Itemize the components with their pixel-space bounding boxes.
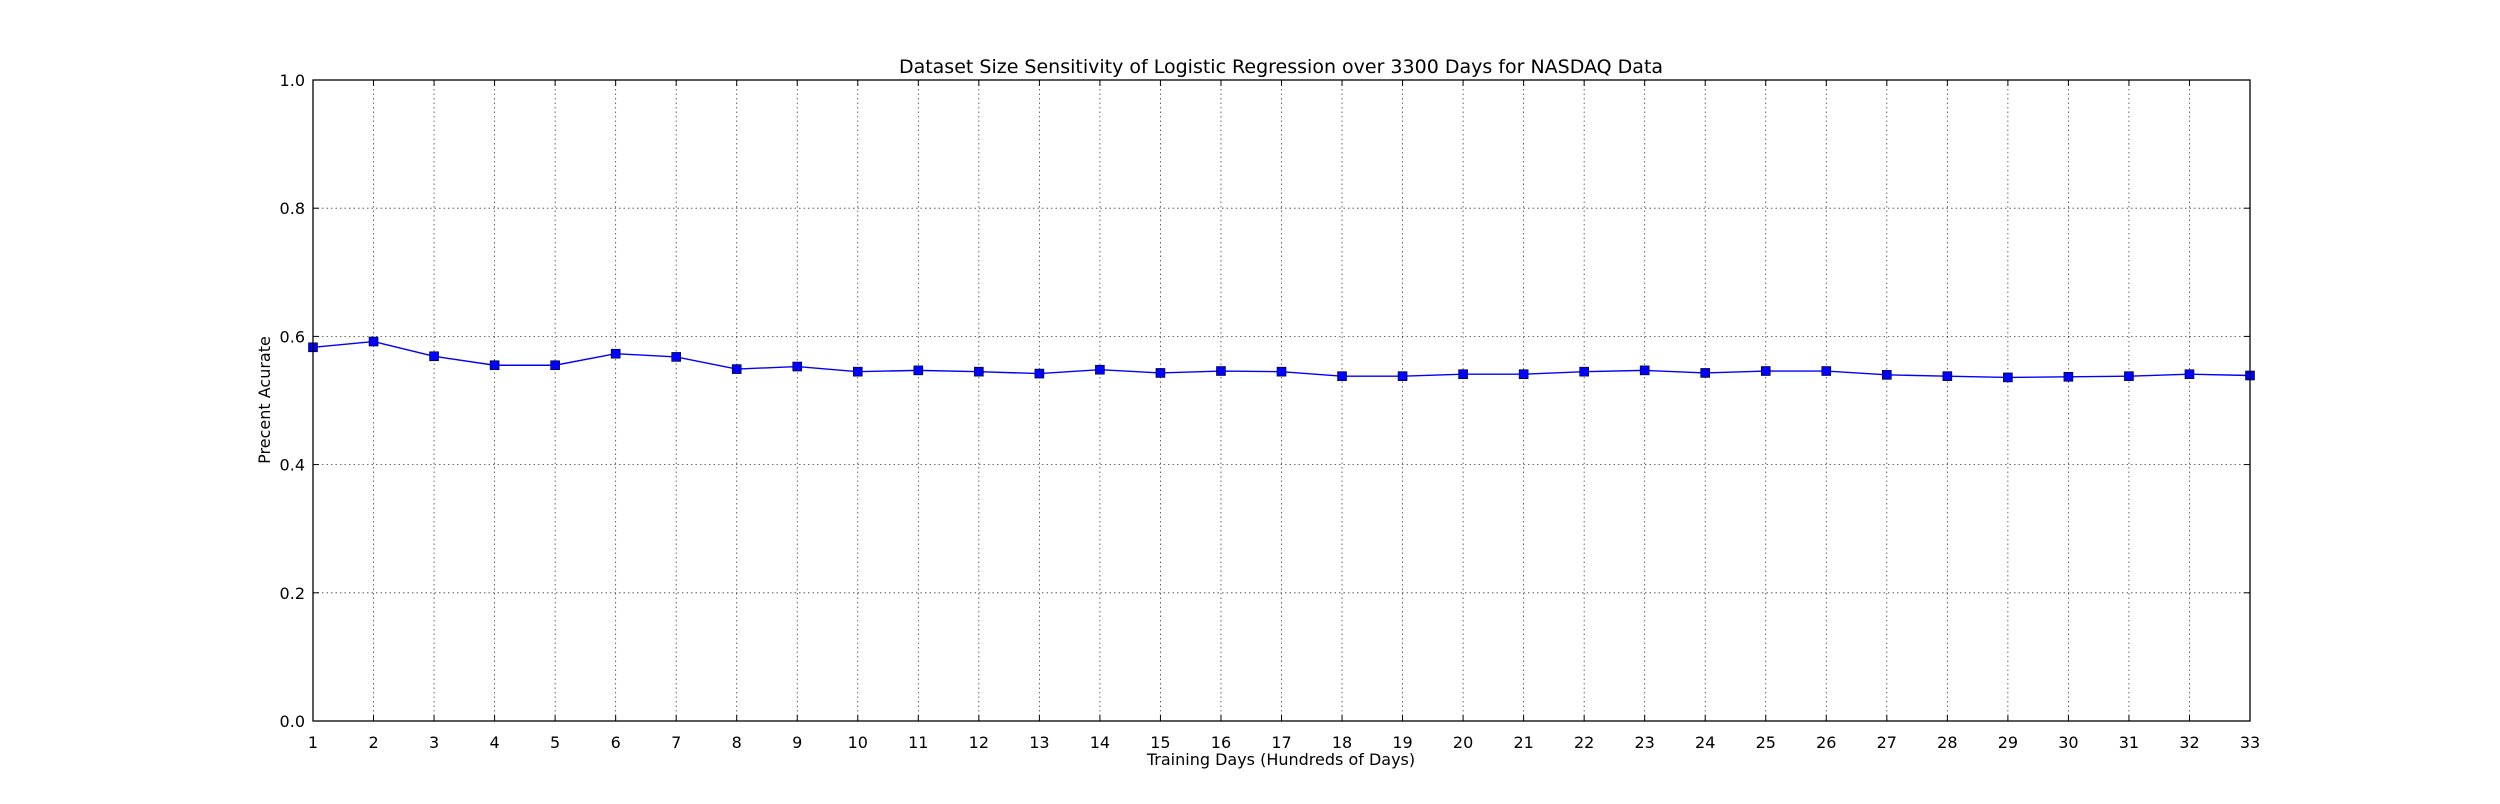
data-point-marker xyxy=(429,351,439,362)
data-point-marker xyxy=(1216,366,1226,376)
data-point-marker xyxy=(1518,369,1529,380)
x-tick-label: 9 xyxy=(792,733,802,752)
x-tick-label: 25 xyxy=(1756,733,1776,752)
x-tick-label: 21 xyxy=(1513,733,1533,752)
data-point-marker xyxy=(1760,366,1771,376)
data-point-marker xyxy=(1700,368,1711,378)
x-tick-label: 26 xyxy=(1816,733,1836,752)
x-tick-label: 28 xyxy=(1937,733,1957,752)
x-tick-label: 27 xyxy=(1877,733,1897,752)
x-tick-label: 1 xyxy=(308,733,318,752)
data-point-marker xyxy=(1882,370,1892,380)
series-layer xyxy=(308,336,2255,383)
data-point-marker xyxy=(974,366,984,377)
data-point-marker xyxy=(2063,371,2074,382)
y-tick-label: 0.4 xyxy=(280,456,305,475)
y-tick-label: 0.6 xyxy=(280,327,305,346)
data-point-marker xyxy=(2124,371,2134,381)
x-tick-label: 33 xyxy=(2240,733,2260,752)
x-tick-label: 3 xyxy=(429,733,439,752)
x-tick-label: 10 xyxy=(848,733,868,752)
data-point-marker xyxy=(610,348,621,359)
data-point-marker xyxy=(1397,371,1408,381)
y-tick-label: 0.8 xyxy=(280,199,305,218)
data-point-marker xyxy=(550,360,560,371)
data-point-marker xyxy=(792,361,803,372)
y-axis-label: Precent Acurate xyxy=(255,336,274,464)
x-tick-label: 15 xyxy=(1150,733,1170,752)
x-tick-label: 8 xyxy=(732,733,742,752)
data-point-marker xyxy=(1337,371,1347,381)
x-axis-label: Training Days (Hundreds of Days) xyxy=(1146,750,1415,769)
x-tick-label: 7 xyxy=(671,733,681,752)
x-tick-label: 31 xyxy=(2119,733,2139,752)
data-point-marker xyxy=(1458,369,1468,380)
x-tick-label: 11 xyxy=(908,733,928,752)
x-tick-label: 22 xyxy=(1574,733,1594,752)
x-tick-label: 6 xyxy=(611,733,621,752)
data-point-marker xyxy=(1034,368,1045,379)
data-point-marker xyxy=(489,360,500,371)
data-point-marker xyxy=(852,366,863,377)
data-point-marker xyxy=(368,336,379,347)
data-point-marker xyxy=(1276,366,1287,377)
x-tick-label: 24 xyxy=(1695,733,1715,752)
x-tick-label: 12 xyxy=(969,733,989,752)
data-point-marker xyxy=(1639,365,1650,376)
data-point-marker xyxy=(671,352,681,362)
x-tick-label: 19 xyxy=(1392,733,1412,752)
data-point-marker xyxy=(1095,364,1105,375)
x-tick-label: 32 xyxy=(2179,733,2199,752)
x-tick-label: 29 xyxy=(1998,733,2018,752)
x-tick-label: 2 xyxy=(368,733,378,752)
grid-lines xyxy=(312,79,2251,722)
y-tick-label: 0.2 xyxy=(280,584,305,603)
x-tick-label: 4 xyxy=(490,733,500,752)
x-tick-label: 18 xyxy=(1332,733,1352,752)
y-tick-label: 0.0 xyxy=(280,712,305,731)
x-tick-label: 23 xyxy=(1635,733,1655,752)
axis-ticks: 1 2 3 4 5 6 7 8 9 10 11 12 13 14 15 16 17 18 19 20 21 22 23 24 2… xyxy=(280,71,2261,752)
x-tick-label: 13 xyxy=(1029,733,1049,752)
x-tick-label: 20 xyxy=(1453,733,1473,752)
data-point-marker xyxy=(1942,371,1953,381)
x-tick-label: 16 xyxy=(1211,733,1231,752)
x-tick-label: 14 xyxy=(1090,733,1110,752)
data-point-marker xyxy=(1579,366,1589,377)
data-point-marker xyxy=(1155,368,1166,378)
y-tick-label: 1.0 xyxy=(280,71,305,90)
data-point-marker xyxy=(731,364,742,374)
data-point-marker xyxy=(2003,372,2013,383)
data-point-marker xyxy=(1821,366,1832,376)
chart-title: Dataset Size Sensitivity of Logistic Reg… xyxy=(899,56,1663,78)
x-tick-label: 30 xyxy=(2058,733,2078,752)
x-tick-label: 17 xyxy=(1271,733,1291,752)
x-tick-label: 5 xyxy=(550,733,560,752)
data-point-marker xyxy=(913,365,924,376)
data-point-marker xyxy=(2184,369,2195,380)
